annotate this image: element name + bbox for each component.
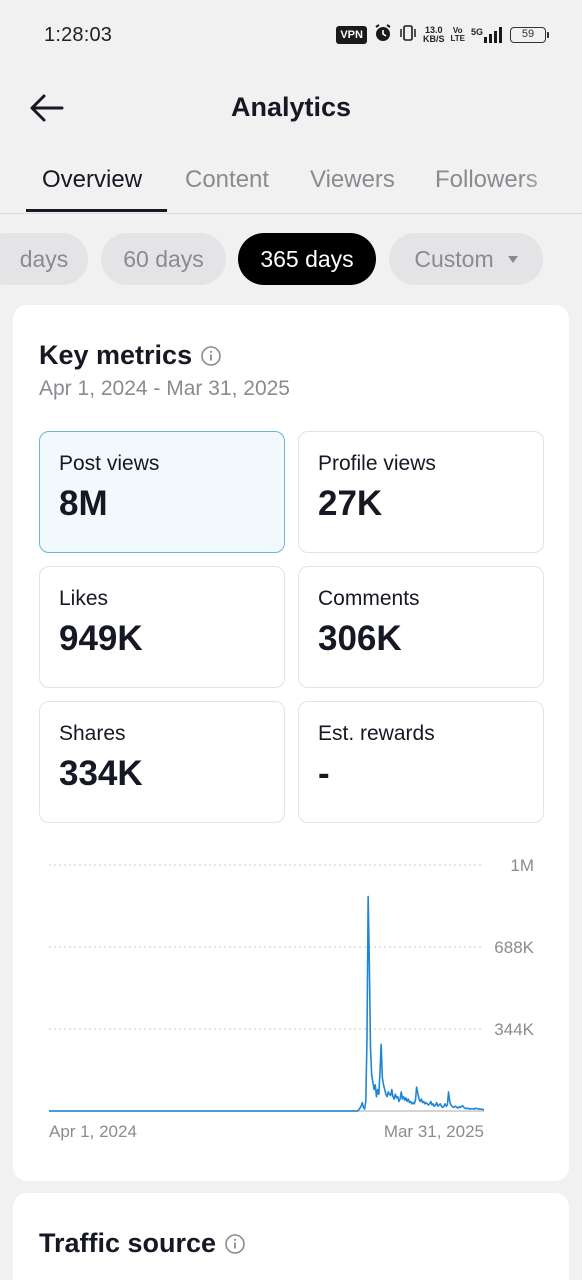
info-icon[interactable] bbox=[200, 345, 222, 367]
network-type: 5G bbox=[470, 27, 483, 37]
metric-label: Shares bbox=[59, 722, 126, 745]
volte-top: Vo bbox=[452, 26, 463, 35]
chart-svg: 1M 688K 344K Apr 1, 2024 Mar 31, 2025 bbox=[49, 856, 535, 1141]
net-speed-unit: KB/S bbox=[422, 34, 445, 44]
info-icon[interactable] bbox=[224, 1233, 246, 1255]
header: Analytics bbox=[0, 70, 582, 146]
key-metrics-title: Key metrics bbox=[39, 340, 193, 370]
metric-label: Profile views bbox=[318, 452, 436, 475]
metric-value: 27K bbox=[318, 484, 383, 523]
chip-days-label: days bbox=[19, 245, 69, 272]
key-metrics-card: Key metrics Apr 1, 2024 - Mar 31, 2025 P… bbox=[13, 305, 569, 1181]
net-speed: 13.0 KB/S bbox=[423, 26, 445, 44]
metric-value: - bbox=[318, 754, 330, 793]
x-tick-label-start: Apr 1, 2024 bbox=[49, 1122, 137, 1141]
chip-custom-label: Custom bbox=[414, 245, 494, 272]
caret-down-icon bbox=[507, 255, 518, 263]
chip-60-days-label: 60 days bbox=[123, 245, 204, 272]
traffic-source-card: Traffic source bbox=[13, 1193, 569, 1280]
metric-value: 334K bbox=[59, 754, 143, 793]
metric-shares[interactable]: Shares 334K bbox=[39, 701, 285, 823]
metric-value: 8M bbox=[59, 484, 108, 523]
metric-label: Post views bbox=[59, 452, 160, 475]
metric-profile-views[interactable]: Profile views 27K bbox=[298, 431, 544, 553]
tab-followers[interactable]: Followers bbox=[435, 166, 538, 193]
tab-overview[interactable]: Overview bbox=[42, 166, 143, 193]
signal-5g-icon: 5G bbox=[471, 27, 504, 43]
status-bar: 1:28:03 VPN 13.0 KB/S Vo LTE 5G 59 bbox=[0, 0, 582, 70]
post-views-line bbox=[49, 895, 485, 1112]
post-views-chart[interactable]: 1M 688K 344K Apr 1, 2024 Mar 31, 2025 bbox=[13, 845, 569, 1145]
back-button[interactable] bbox=[24, 88, 68, 128]
y-tick-label: 344K bbox=[494, 1020, 534, 1039]
metric-label: Est. rewards bbox=[318, 722, 435, 745]
arrow-left-icon bbox=[30, 94, 64, 122]
page-title: Analytics bbox=[230, 92, 352, 122]
vpn-badge: VPN bbox=[336, 26, 367, 44]
chip-60-days[interactable]: 60 days bbox=[101, 233, 226, 285]
battery-indicator: 59 bbox=[510, 27, 549, 43]
key-metrics-title-row: Key metrics bbox=[39, 340, 222, 371]
chip-custom[interactable]: Custom bbox=[389, 233, 543, 285]
traffic-source-title: Traffic source bbox=[39, 1228, 217, 1258]
vibrate-icon bbox=[399, 23, 417, 48]
volte-bottom: LTE bbox=[450, 34, 465, 43]
date-range-chips: days 60 days 365 days Custom bbox=[0, 233, 582, 287]
active-tab-indicator bbox=[26, 209, 167, 212]
volte-indicator: Vo LTE bbox=[450, 27, 465, 43]
y-tick-label: 688K bbox=[494, 938, 534, 957]
metric-value: 306K bbox=[318, 619, 402, 658]
traffic-source-title-row: Traffic source bbox=[39, 1228, 246, 1259]
metric-comments[interactable]: Comments 306K bbox=[298, 566, 544, 688]
metric-value: 949K bbox=[59, 619, 143, 658]
metric-label: Comments bbox=[318, 587, 420, 610]
chip-days[interactable]: days bbox=[0, 233, 88, 285]
alarm-icon bbox=[373, 23, 393, 48]
chip-365-days-label: 365 days bbox=[260, 245, 354, 272]
status-time: 1:28:03 bbox=[44, 24, 113, 46]
metric-est-rewards[interactable]: Est. rewards - bbox=[298, 701, 544, 823]
metric-post-views[interactable]: Post views 8M bbox=[39, 431, 285, 553]
status-icons: VPN 13.0 KB/S Vo LTE 5G 59 bbox=[336, 23, 549, 48]
net-speed-value: 13.0 bbox=[424, 25, 443, 35]
tab-viewers[interactable]: Viewers bbox=[310, 166, 395, 193]
date-range: Apr 1, 2024 - Mar 31, 2025 bbox=[39, 377, 290, 400]
chip-365-days[interactable]: 365 days bbox=[238, 233, 376, 285]
tab-bar: Overview Content Viewers Followers bbox=[0, 150, 582, 214]
tab-content[interactable]: Content bbox=[185, 166, 270, 193]
tabs-fade bbox=[522, 150, 582, 212]
x-tick-label-end: Mar 31, 2025 bbox=[384, 1122, 484, 1141]
y-tick-label: 1M bbox=[510, 856, 534, 875]
metric-likes[interactable]: Likes 949K bbox=[39, 566, 285, 688]
metric-label: Likes bbox=[59, 587, 109, 610]
